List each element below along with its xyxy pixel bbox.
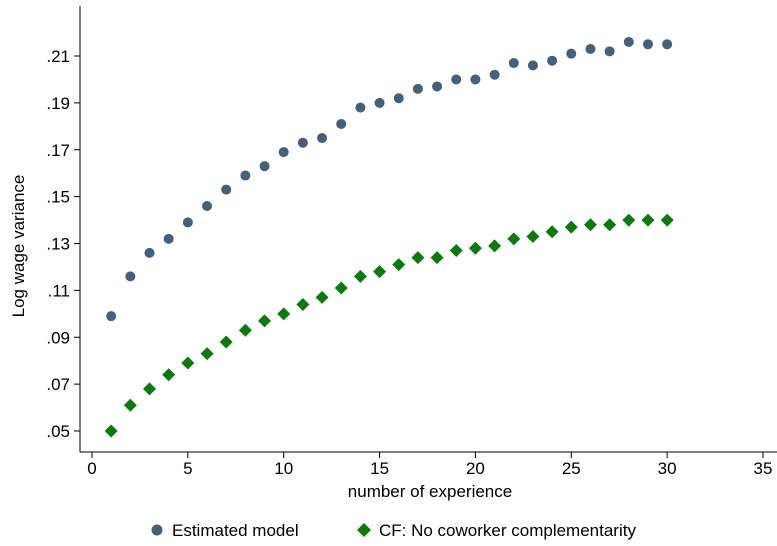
data-point-cf-no-coworker bbox=[545, 225, 559, 239]
data-point-estimated-model bbox=[585, 43, 596, 54]
data-point-estimated-model bbox=[182, 217, 193, 228]
x-tick-label: 0 bbox=[87, 459, 96, 478]
data-point-cf-no-coworker bbox=[123, 398, 137, 412]
y-tick-label: .07 bbox=[46, 375, 70, 394]
data-point-cf-no-coworker bbox=[162, 368, 176, 382]
data-point-estimated-model bbox=[412, 83, 423, 94]
series-estimated-model bbox=[106, 36, 673, 322]
data-point-cf-no-coworker bbox=[488, 239, 502, 253]
x-tick-label: 25 bbox=[562, 459, 581, 478]
data-point-estimated-model bbox=[259, 161, 270, 172]
data-point-estimated-model bbox=[355, 102, 366, 113]
data-point-cf-no-coworker bbox=[468, 241, 482, 255]
data-point-cf-no-coworker bbox=[622, 213, 636, 227]
y-tick-label: .17 bbox=[46, 141, 70, 160]
data-point-cf-no-coworker bbox=[641, 213, 655, 227]
data-point-estimated-model bbox=[125, 271, 136, 282]
y-tick-label: .09 bbox=[46, 328, 70, 347]
data-point-cf-no-coworker bbox=[334, 281, 348, 295]
data-point-estimated-model bbox=[297, 137, 308, 148]
data-point-cf-no-coworker bbox=[143, 382, 157, 396]
data-point-estimated-model bbox=[451, 74, 462, 85]
data-point-estimated-model bbox=[432, 81, 443, 92]
data-point-estimated-model bbox=[317, 133, 328, 144]
legend-label-estimated-model: Estimated model bbox=[172, 521, 299, 540]
legend-marker-cf-no-coworker bbox=[357, 523, 371, 537]
y-tick-label: .05 bbox=[46, 422, 70, 441]
y-tick-label: .15 bbox=[46, 188, 70, 207]
y-axis: .05 .07 .09 .11 .13 .15 .17 .19 .21 bbox=[46, 47, 80, 441]
data-point-cf-no-coworker bbox=[200, 347, 214, 361]
series-cf-no-coworker bbox=[104, 213, 674, 438]
data-point-cf-no-coworker bbox=[238, 323, 252, 337]
x-tick-label: 5 bbox=[183, 459, 192, 478]
data-point-cf-no-coworker bbox=[430, 251, 444, 265]
data-point-cf-no-coworker bbox=[564, 220, 578, 234]
data-point-estimated-model bbox=[508, 58, 519, 69]
data-point-cf-no-coworker bbox=[392, 258, 406, 272]
x-tick-label: 10 bbox=[274, 459, 293, 478]
data-point-estimated-model bbox=[202, 201, 213, 211]
data-point-estimated-model bbox=[221, 184, 232, 195]
data-point-estimated-model bbox=[163, 233, 174, 244]
data-point-estimated-model bbox=[623, 36, 634, 47]
data-point-estimated-model bbox=[642, 39, 653, 50]
x-axis: 0 5 10 15 20 25 30 35 bbox=[87, 452, 772, 478]
data-point-cf-no-coworker bbox=[373, 265, 387, 279]
data-point-cf-no-coworker bbox=[660, 213, 674, 227]
data-point-estimated-model bbox=[374, 97, 385, 108]
plot-region bbox=[79, 6, 777, 453]
data-point-cf-no-coworker bbox=[219, 335, 233, 349]
data-point-cf-no-coworker bbox=[181, 356, 195, 370]
data-point-cf-no-coworker bbox=[296, 297, 310, 311]
data-point-cf-no-coworker bbox=[277, 307, 291, 321]
data-point-estimated-model bbox=[547, 55, 558, 66]
data-point-estimated-model bbox=[662, 39, 673, 50]
data-point-estimated-model bbox=[489, 69, 500, 80]
data-point-estimated-model bbox=[336, 118, 347, 129]
data-point-cf-no-coworker bbox=[353, 269, 367, 283]
y-tick-label: .19 bbox=[46, 94, 70, 113]
data-point-estimated-model bbox=[393, 93, 404, 104]
y-axis-title: Log wage variance bbox=[9, 175, 28, 318]
legend-label-cf-no-coworker: CF: No coworker complementarity bbox=[379, 521, 636, 540]
data-point-estimated-model bbox=[278, 147, 289, 158]
data-point-estimated-model bbox=[144, 247, 155, 258]
data-point-cf-no-coworker bbox=[507, 232, 521, 246]
y-tick-label: .21 bbox=[46, 47, 70, 66]
data-point-estimated-model bbox=[527, 60, 538, 71]
data-point-cf-no-coworker bbox=[603, 218, 617, 232]
data-point-estimated-model bbox=[106, 311, 117, 322]
y-tick-label: .13 bbox=[46, 235, 70, 254]
data-point-cf-no-coworker bbox=[526, 229, 540, 243]
x-tick-label: 35 bbox=[754, 459, 773, 478]
legend: Estimated model CF: No coworker compleme… bbox=[151, 521, 636, 540]
data-point-cf-no-coworker bbox=[104, 424, 118, 438]
x-tick-label: 15 bbox=[370, 459, 389, 478]
data-point-cf-no-coworker bbox=[449, 244, 463, 258]
x-tick-label: 30 bbox=[658, 459, 677, 478]
data-point-cf-no-coworker bbox=[411, 251, 425, 265]
series-layer bbox=[104, 36, 674, 438]
data-point-cf-no-coworker bbox=[583, 218, 597, 232]
legend-marker-estimated-model bbox=[151, 524, 163, 536]
data-point-estimated-model bbox=[566, 48, 577, 59]
data-point-estimated-model bbox=[470, 74, 481, 85]
data-point-cf-no-coworker bbox=[315, 290, 329, 304]
data-point-estimated-model bbox=[240, 170, 251, 181]
data-point-cf-no-coworker bbox=[258, 314, 272, 328]
x-tick-label: 20 bbox=[466, 459, 485, 478]
data-point-estimated-model bbox=[604, 46, 615, 57]
x-axis-title: number of experience bbox=[348, 482, 512, 501]
y-tick-label: .11 bbox=[48, 281, 70, 300]
